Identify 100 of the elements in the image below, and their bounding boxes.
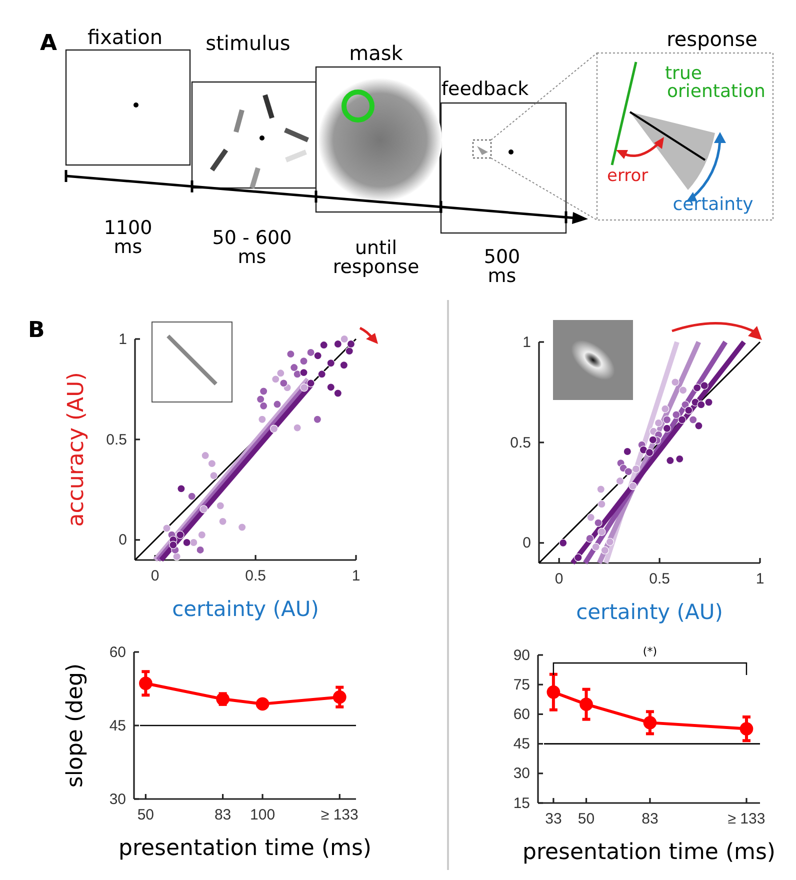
point <box>300 368 308 377</box>
x-tick-label: 0.5 <box>245 568 266 585</box>
point <box>628 482 637 490</box>
point <box>616 476 624 486</box>
point <box>177 484 186 493</box>
point <box>293 424 302 432</box>
point <box>176 530 184 539</box>
annotation: (*) <box>642 645 658 658</box>
text: true orientation <box>665 63 766 102</box>
point <box>643 716 657 730</box>
point <box>201 451 210 460</box>
point <box>300 384 308 392</box>
point <box>594 518 602 527</box>
point <box>334 340 342 348</box>
point <box>318 370 326 378</box>
x-tick-label: 83 <box>642 810 658 828</box>
point <box>169 540 178 550</box>
point <box>280 379 288 388</box>
point <box>598 500 606 508</box>
point <box>546 685 560 699</box>
y-tick-label: 30 <box>513 765 530 782</box>
point <box>559 538 568 547</box>
point <box>632 464 640 474</box>
x-tick-label: 33 <box>545 810 562 828</box>
point <box>662 416 672 424</box>
point <box>290 363 298 372</box>
text: B <box>28 318 45 343</box>
y-tick-label: 75 <box>513 676 530 694</box>
y-tick-label: 1 <box>522 334 531 351</box>
point <box>196 546 204 554</box>
point <box>639 446 648 454</box>
point <box>200 505 208 514</box>
x-tick-label: ≥ 133 <box>320 806 358 824</box>
point <box>574 554 582 562</box>
point <box>198 530 206 539</box>
text: feedback <box>441 78 529 100</box>
text: 1100 ms <box>104 217 152 258</box>
point <box>238 523 246 532</box>
text: fixation <box>88 25 162 49</box>
point <box>678 386 688 394</box>
point <box>606 538 614 546</box>
point <box>172 552 181 561</box>
point <box>218 517 227 526</box>
text: 50 - 600 ms <box>212 227 292 268</box>
point <box>693 384 702 392</box>
text: certainty <box>672 194 754 215</box>
x-tick-label: 0.5 <box>649 570 670 588</box>
y-axis-title: accuracy (AU) <box>64 372 89 527</box>
point <box>697 400 706 409</box>
point <box>586 513 595 522</box>
point <box>624 468 632 476</box>
x-tick-label: 100 <box>250 806 276 824</box>
y-tick-label: 0 <box>522 534 531 552</box>
y-tick-label: 1 <box>118 330 127 348</box>
point <box>258 415 266 424</box>
text: error <box>607 166 648 186</box>
x-tick-label: 0 <box>150 568 160 585</box>
text: A <box>40 31 58 56</box>
point <box>645 448 654 457</box>
x-axis-title: certainty (AU) <box>576 600 723 624</box>
y-tick-label: 15 <box>513 794 530 812</box>
x-axis-title: certainty (AU) <box>172 597 319 621</box>
point <box>600 546 609 554</box>
y-tick-label: 30 <box>109 790 126 808</box>
point <box>190 538 198 547</box>
y-tick-label: 0.5 <box>510 434 531 452</box>
x-tick-label: 1 <box>352 568 360 585</box>
x-axis-title: presentation time (ms) <box>118 836 372 861</box>
point <box>676 454 684 464</box>
point <box>273 400 282 408</box>
point <box>188 492 196 500</box>
text: mask <box>349 41 404 65</box>
y-tick-label: 0 <box>118 532 127 549</box>
point <box>598 528 606 536</box>
point <box>326 359 335 368</box>
text: 500 ms <box>484 246 520 287</box>
point <box>300 357 308 366</box>
point <box>580 698 593 711</box>
point <box>216 692 230 706</box>
point <box>313 415 322 424</box>
point <box>210 472 218 480</box>
point <box>340 334 348 344</box>
point <box>306 348 315 357</box>
x-tick-label: 50 <box>578 810 595 828</box>
text: response <box>666 27 758 51</box>
point <box>314 352 322 360</box>
point <box>623 447 632 456</box>
point <box>259 402 268 410</box>
point <box>592 542 600 552</box>
point <box>689 416 698 424</box>
point <box>332 690 346 704</box>
point <box>256 697 270 711</box>
y-tick-label: 90 <box>513 646 530 664</box>
point <box>208 459 216 468</box>
point <box>654 418 663 428</box>
point <box>286 350 295 358</box>
point <box>345 346 354 356</box>
point <box>666 456 674 465</box>
point <box>700 382 708 390</box>
y-tick-label: 0.5 <box>106 431 127 448</box>
